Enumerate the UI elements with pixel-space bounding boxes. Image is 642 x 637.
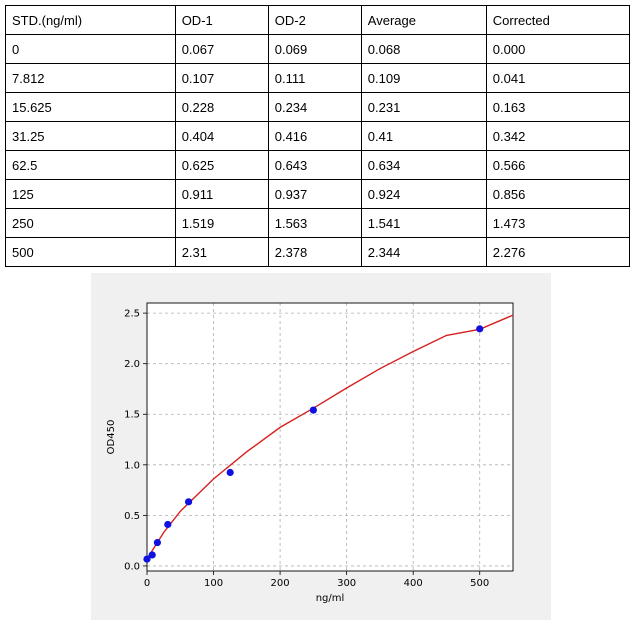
table-cell: 0.625 [174,150,269,180]
table-cell: 0.643 [267,150,362,180]
table-cell: 0.924 [360,179,487,209]
header-od1: OD-1 [174,5,269,35]
table-cell: 0 [5,34,176,64]
y-tick-label: 0.0 [124,561,140,572]
table-cell: 1.473 [485,208,631,238]
table-row: 500 2.31 2.378 2.344 2.276 [5,237,631,267]
y-tick-label: 1.5 [124,410,140,421]
table-cell: 0.342 [485,121,631,151]
table-cell: 125 [5,179,176,209]
table-cell: 0.109 [360,63,487,93]
table-cell: 1.563 [267,208,362,238]
table-row: 31.25 0.404 0.416 0.41 0.342 [5,121,631,151]
table-cell: 0.566 [485,150,631,180]
data-point [153,538,161,547]
x-tick-label: 500 [470,578,489,589]
x-axis-label: ng/ml [316,593,345,604]
table-row: 62.5 0.625 0.643 0.634 0.566 [5,150,631,180]
x-tick-label: 0 [144,578,150,589]
table-cell: 0.000 [485,34,631,64]
table-cell: 500 [5,237,176,267]
standard-curve-chart: 0 100 200 300 400 500 0.0 0.5 1.0 1.5 2.0 2.5 ng/ml O… [106,302,514,604]
table-cell: 0.234 [267,92,362,122]
table-cell: 0.911 [174,179,269,209]
table-cell: 0.041 [485,63,631,93]
header-od2: OD-2 [267,5,362,35]
table-cell: 0.404 [174,121,269,151]
y-tick-label: 2.0 [124,359,140,370]
table-cell: 0.067 [174,34,269,64]
table-cell: 0.856 [485,179,631,209]
standards-table: STD.(ng/ml) OD-1 OD-2 Average Corrected … [5,5,631,267]
y-tick-label: 0.5 [124,511,140,522]
table-cell: 0.069 [267,34,362,64]
table-cell: 62.5 [5,150,176,180]
table-cell: 31.25 [5,121,176,151]
data-point [164,520,172,529]
table-cell: 0.068 [360,34,487,64]
plot-area [147,303,513,571]
data-point [226,468,234,477]
table-cell: 0.231 [360,92,487,122]
x-tick-label: 400 [404,578,423,589]
y-tick-label: 1.0 [124,460,140,471]
x-tick-label: 200 [271,578,290,589]
chart-panel: 0 100 200 300 400 500 0.0 0.5 1.0 1.5 2.0 2.5 ng/ml O… [91,273,551,620]
table-cell: 2.31 [174,237,269,267]
data-point [309,406,317,414]
table-cell: 7.812 [5,63,176,93]
table-cell: 0.107 [174,63,269,93]
table-cell: 0.634 [360,150,487,180]
table-row: 15.625 0.228 0.234 0.231 0.163 [5,92,631,122]
table-cell: 2.378 [267,237,362,267]
header-std: STD.(ng/ml) [5,5,176,35]
table-cell: 2.276 [485,237,631,267]
x-tick-label: 100 [204,578,223,589]
y-axis-label: OD450 [106,420,117,455]
table-cell: 0.937 [267,179,362,209]
table-header-row: STD.(ng/ml) OD-1 OD-2 Average Corrected [5,5,631,35]
x-tick-label: 300 [337,578,356,589]
y-tick-label: 2.5 [124,309,140,320]
table-cell: 0.416 [267,121,362,151]
header-average: Average [360,5,487,35]
table-cell: 0.228 [174,92,269,122]
data-point [148,551,156,559]
data-point [184,498,193,506]
table-cell: 1.519 [174,208,269,238]
table-row: 7.812 0.107 0.111 0.109 0.041 [5,63,631,93]
table-row: 125 0.911 0.937 0.924 0.856 [5,179,631,209]
table-cell: 1.541 [360,208,487,238]
table-cell: 2.344 [360,237,487,267]
data-point [143,555,151,563]
table-cell: 0.41 [360,121,487,151]
table-cell: 0.163 [485,92,631,122]
table-row: 0 0.067 0.069 0.068 0.000 [5,34,631,64]
table-row: 250 1.519 1.563 1.541 1.473 [5,208,631,238]
plot-frame [146,302,514,572]
table-cell: 15.625 [5,92,176,122]
header-corrected: Corrected [485,5,631,35]
table-cell: 250 [5,208,176,238]
data-point [476,325,484,333]
table-cell: 0.111 [267,63,362,93]
